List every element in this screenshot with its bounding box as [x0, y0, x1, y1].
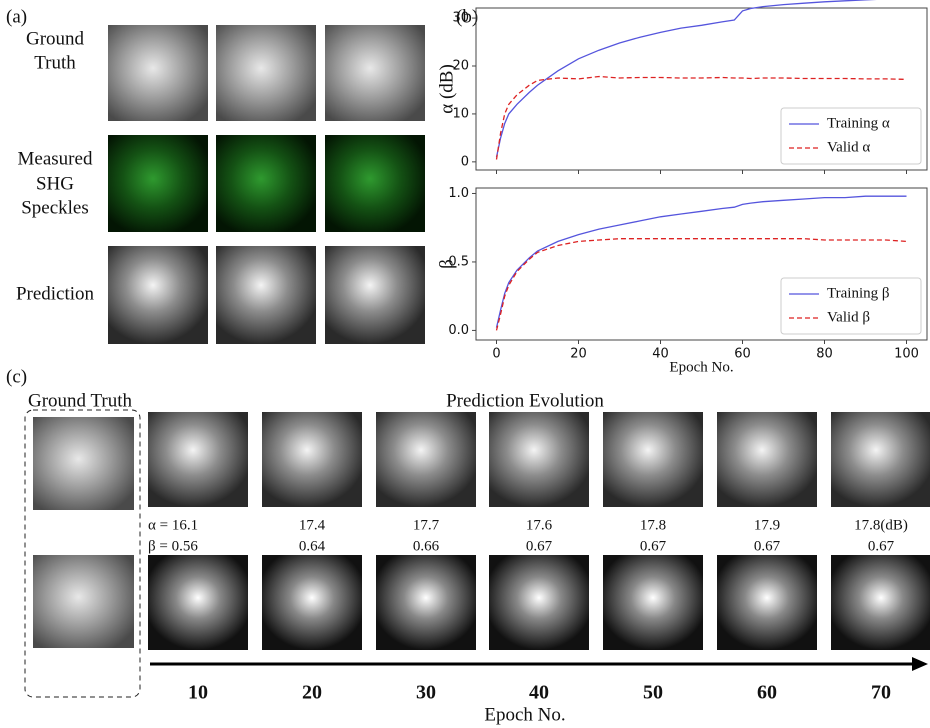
image	[489, 555, 589, 650]
beta-label: 0.67	[754, 538, 781, 554]
image	[831, 412, 930, 507]
y-tick-label: 1.0	[448, 186, 469, 201]
figure: (a) (b) (c) Ground Truth Prediction Evol…	[0, 0, 930, 728]
alpha-label: 17.7	[413, 517, 440, 533]
epoch-label: 30	[416, 682, 436, 704]
row-label: Measured	[18, 148, 93, 169]
alpha-label: 17.8	[640, 517, 666, 533]
image	[216, 135, 316, 232]
image	[148, 412, 248, 507]
y-tick-label: 0	[461, 154, 469, 169]
legend-label: Valid α	[827, 139, 870, 155]
row-label: SHG	[36, 173, 74, 194]
epoch-label: 40	[529, 682, 549, 704]
epoch-label: 70	[871, 682, 891, 704]
caption: Prediction Evolution	[446, 390, 604, 411]
panel-label: (c)	[6, 366, 27, 387]
legend-label: Valid β	[827, 309, 870, 325]
image	[216, 25, 316, 121]
y-tick-label: 0.0	[448, 323, 469, 338]
epoch-label: 20	[302, 682, 322, 704]
beta-label: β = 0.56	[148, 538, 198, 554]
image	[33, 417, 134, 510]
image	[376, 412, 476, 507]
image	[148, 555, 248, 650]
alpha-label: 17.8(dB)	[854, 517, 908, 533]
image	[33, 555, 134, 648]
beta-label: 0.67	[526, 538, 553, 554]
epoch-label: 60	[757, 682, 777, 704]
image	[262, 555, 362, 650]
x-tick-label: 40	[652, 347, 669, 362]
x-axis-label: Epoch No.	[669, 359, 733, 375]
alpha-label: 17.9	[754, 517, 780, 533]
image	[325, 25, 425, 121]
arrow-head	[912, 657, 928, 671]
caption: Ground Truth	[28, 390, 132, 411]
image	[108, 135, 208, 232]
image	[717, 412, 817, 507]
row-label: Speckles	[21, 197, 89, 218]
y-axis-label: β	[436, 259, 457, 269]
alpha-label: 17.6	[526, 517, 553, 533]
axis-label: Epoch No.	[484, 704, 565, 725]
x-tick-label: 20	[570, 347, 587, 362]
image	[216, 246, 316, 344]
image	[489, 412, 589, 507]
beta-label: 0.66	[413, 538, 440, 554]
y-axis-label: α (dB)	[436, 64, 457, 114]
image	[262, 412, 362, 507]
image	[108, 246, 208, 344]
x-tick-label: 100	[894, 347, 919, 362]
row-label: Truth	[34, 52, 76, 73]
legend-label: Training β	[827, 285, 890, 301]
row-label: Ground	[26, 28, 85, 49]
x-tick-label: 60	[734, 347, 751, 362]
x-tick-label: 80	[816, 347, 833, 362]
image	[325, 135, 425, 232]
beta-label: 0.64	[299, 538, 326, 554]
image	[603, 412, 703, 507]
image	[325, 246, 425, 344]
beta-label: 0.67	[640, 538, 667, 554]
row-label: Prediction	[16, 283, 95, 304]
legend-label: Training α	[827, 115, 890, 131]
image	[108, 25, 208, 121]
image-grid	[108, 25, 425, 344]
alpha-label: 17.4	[299, 517, 326, 533]
epoch-label: 10	[188, 682, 208, 704]
y-tick-label: 30	[452, 11, 469, 26]
epoch-label: 50	[643, 682, 663, 704]
beta-label: 0.67	[868, 538, 895, 554]
alpha-label: α = 16.1	[148, 517, 198, 533]
image	[376, 555, 476, 650]
image	[831, 555, 930, 650]
x-tick-label: 0	[492, 347, 500, 362]
image	[603, 555, 703, 650]
panel-label: (a)	[6, 6, 27, 27]
image	[717, 555, 817, 650]
